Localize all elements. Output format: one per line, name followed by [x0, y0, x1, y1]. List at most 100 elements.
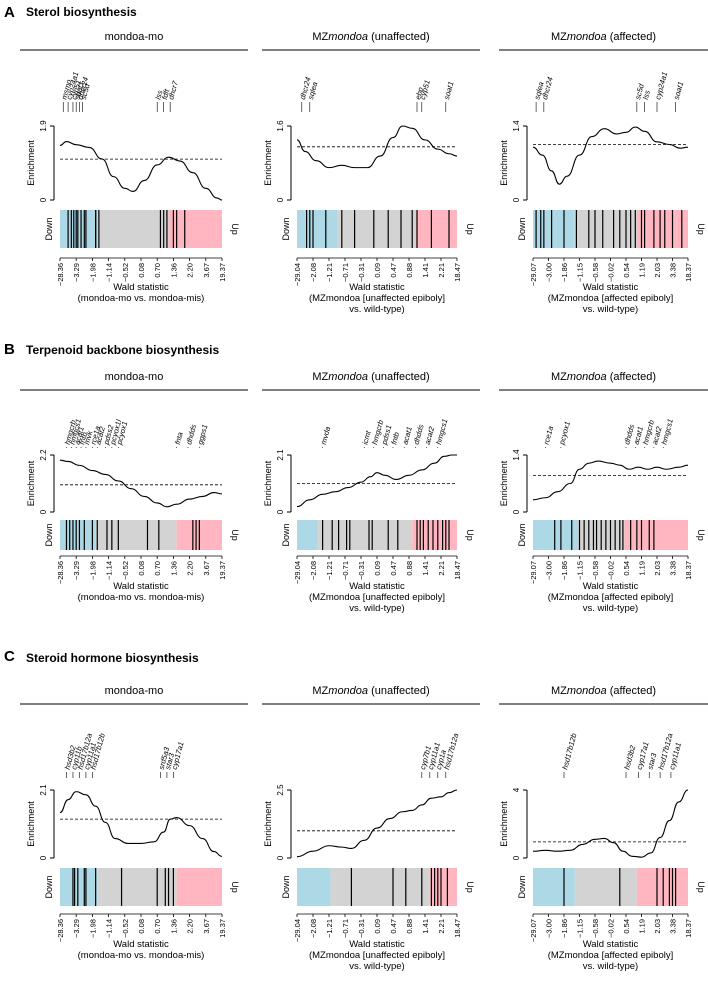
enrichment-curve	[296, 125, 458, 169]
chart-title-part: mondoa-mo	[105, 31, 164, 43]
gene-label: mvk	[82, 429, 95, 446]
y-tick-label: 1.9	[39, 120, 48, 132]
x-axis-label: Wald statistic	[583, 939, 639, 950]
y-axis-label: Enrichment	[499, 801, 509, 847]
x-tick-label: 1.41	[421, 263, 430, 278]
enrichment-curve	[532, 789, 689, 858]
x-axis-label: vs. wild-type)	[583, 961, 638, 972]
chart-title-part: MZ	[312, 31, 328, 43]
chart-title: mondoa-mo	[105, 685, 164, 697]
chart-title: MZmondoa (affected)	[551, 31, 656, 43]
rank-bar-mid-region	[574, 210, 637, 248]
x-tick-label: −0.52	[121, 561, 130, 580]
x-tick-label: 2.21	[437, 561, 446, 576]
x-tick-label: −3.00	[545, 263, 554, 282]
rank-bar-up-label: Up	[465, 881, 475, 893]
x-tick-label: 0.70	[153, 561, 162, 576]
x-tick-label: −1.15	[576, 561, 585, 580]
x-tick-label: 2.20	[186, 263, 195, 278]
x-tick-label: −0.58	[591, 561, 600, 580]
x-tick-label: 3.67	[202, 263, 211, 278]
gene-label: ebp	[413, 86, 425, 100]
x-tick-label: 0.08	[137, 919, 146, 934]
rank-bar-down-region	[60, 210, 98, 248]
panel-letter-c: C Steroid hormone biosynthesis	[4, 648, 199, 665]
enrichment-curve	[59, 459, 223, 508]
y-tick-label: 0	[276, 509, 285, 514]
x-axis-label: (MZmondoa [unaffected epiboly]	[309, 592, 445, 603]
x-tick-label: −0.02	[607, 919, 616, 938]
x-axis-label: Wald statistic	[349, 939, 405, 950]
rank-bar-down-region	[297, 868, 331, 906]
chart-title-part: mondoa	[567, 685, 607, 697]
chart-b-3: MZmondoa (affected)rce1a pcyox1 dhddsacat1…	[499, 371, 708, 614]
x-tick-label: −0.71	[341, 919, 350, 938]
x-tick-label: −1.21	[325, 561, 334, 580]
rank-bar-up-label: Up	[230, 223, 240, 235]
enrichment-curve	[296, 454, 457, 508]
x-tick-label: −3.29	[72, 919, 81, 938]
x-tick-label: 2.21	[437, 919, 446, 934]
y-tick-label: 0	[39, 855, 48, 860]
rank-bar-down-label: Down	[517, 875, 527, 898]
rank-bar-down-label: Down	[517, 217, 527, 240]
x-tick-label: −1.86	[560, 263, 569, 282]
rank-bar-mid-region	[97, 210, 169, 248]
x-tick-label: 0.08	[137, 263, 146, 278]
x-axis-label: vs. wild-type)	[349, 961, 404, 972]
x-tick-label: 1.41	[421, 919, 430, 934]
x-tick-label: −29.07	[529, 561, 538, 584]
x-tick-label: −0.58	[591, 919, 600, 938]
y-axis-label: Enrichment	[26, 140, 36, 186]
x-tick-label: 19.37	[218, 561, 227, 580]
gene-label: hmgcs1	[659, 418, 674, 446]
gene-label: fntb	[77, 431, 89, 445]
x-tick-label: 3.38	[669, 263, 678, 278]
chart-title-part: mondoa	[328, 31, 368, 43]
rank-bar-up-region	[412, 520, 457, 550]
panel-letter-a: A Sterol biosynthesis	[4, 4, 137, 21]
x-axis-label: (MZmondoa [affected epiboly]	[548, 950, 674, 961]
x-tick-label: −29.04	[293, 263, 302, 286]
x-axis-label: (mondoa-mo vs. mondoa-mis)	[78, 293, 205, 304]
x-axis-label: Wald statistic	[113, 581, 169, 592]
gene-label: lss	[641, 89, 652, 100]
x-tick-label: −0.02	[607, 263, 616, 282]
x-axis-label: Wald statistic	[349, 581, 405, 592]
x-tick-label: −1.98	[88, 263, 97, 282]
gene-label: cyp24a1	[653, 71, 669, 101]
y-tick-label: 0	[276, 197, 285, 202]
gene-label: cyp17a1	[170, 741, 186, 771]
y-tick-label: 1.4	[512, 120, 521, 132]
x-tick-label: 1.19	[638, 919, 647, 934]
x-tick-label: 0.47	[389, 561, 398, 576]
x-axis-label: (MZmondoa [affected epiboly]	[548, 592, 674, 603]
rank-bar-up-label: Up	[696, 223, 706, 235]
rank-bar-down-region	[297, 520, 318, 550]
x-tick-label: −29.04	[293, 919, 302, 942]
gene-label: fnta	[173, 431, 185, 445]
x-axis-label: (MZmondoa [affected epiboly]	[548, 293, 674, 304]
panel-a-letter: A	[4, 4, 15, 21]
gene-label: sqlea	[532, 81, 545, 101]
rank-bar-down-label: Down	[281, 875, 291, 898]
x-tick-label: 0.09	[373, 919, 382, 934]
rank-bar-down-region	[297, 210, 337, 248]
chart-title-part: mondoa	[328, 685, 368, 697]
chart-c-2: MZmondoa (unaffected)cyp7b1cyp11a1cyp1ah…	[262, 685, 480, 972]
rank-bar-down-label: Down	[281, 217, 291, 240]
rank-bar-down-label: Down	[517, 523, 527, 546]
x-tick-label: 0.88	[405, 561, 414, 576]
rank-bar-up-label: Up	[465, 529, 475, 541]
gene-label: dhcr7	[166, 79, 180, 100]
x-tick-label: −1.15	[576, 263, 585, 282]
chart-title-part: MZ	[312, 371, 328, 383]
rank-bar-up-label: Up	[465, 223, 475, 235]
x-axis-label: (mondoa-mo vs. mondoa-mis)	[78, 592, 205, 603]
x-tick-label: 18.37	[684, 561, 693, 580]
panel-letter-b: B Terpenoid backbone biosynthesis	[4, 341, 219, 358]
chart-title-part: mondoa-mo	[105, 371, 164, 383]
chart-title: MZmondoa (unaffected)	[312, 685, 429, 697]
x-tick-label: −1.15	[576, 919, 585, 938]
x-axis-label: vs. wild-type)	[583, 304, 638, 315]
